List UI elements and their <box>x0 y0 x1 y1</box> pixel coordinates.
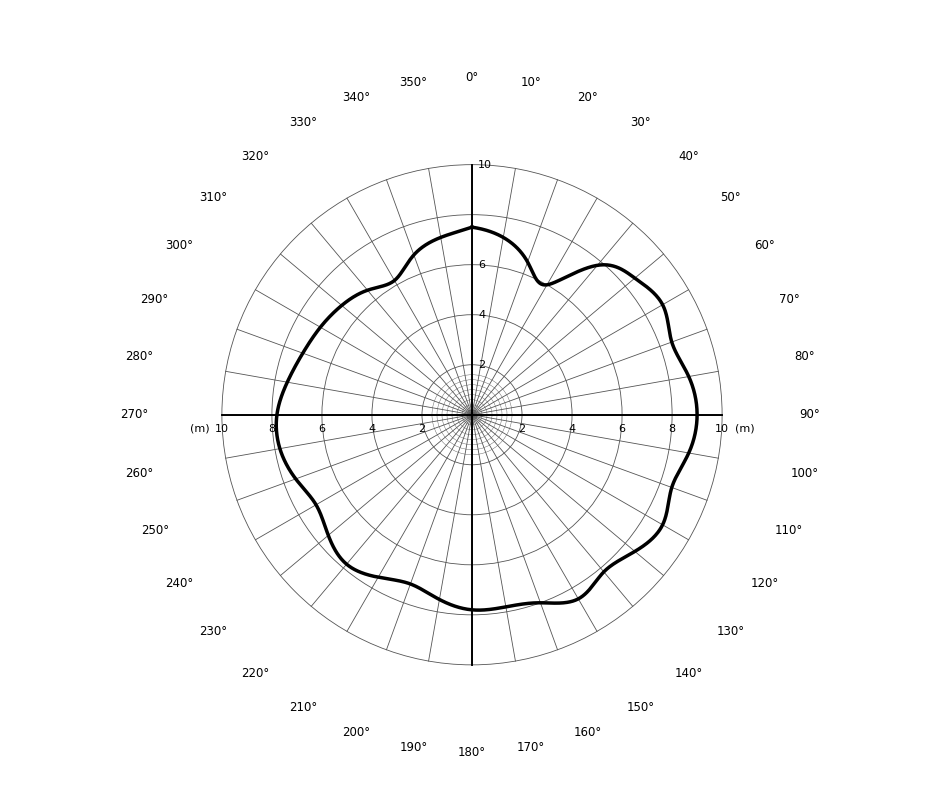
Text: 8: 8 <box>668 424 676 433</box>
Text: 10: 10 <box>479 160 492 169</box>
Text: 80°: 80° <box>794 349 815 363</box>
Text: 4: 4 <box>568 424 576 433</box>
Text: 300°: 300° <box>165 239 194 253</box>
Text: (m): (m) <box>734 424 754 433</box>
Text: 4: 4 <box>479 310 485 320</box>
Text: 120°: 120° <box>750 577 779 590</box>
Text: 10°: 10° <box>520 76 541 89</box>
Text: 170°: 170° <box>516 741 545 754</box>
Text: 6: 6 <box>618 424 626 433</box>
Text: 210°: 210° <box>289 701 317 714</box>
Text: 140°: 140° <box>675 667 703 680</box>
Text: 8: 8 <box>268 424 276 433</box>
Text: 4: 4 <box>368 424 376 433</box>
Text: 50°: 50° <box>720 191 741 204</box>
Text: 2: 2 <box>479 360 485 370</box>
Text: 350°: 350° <box>399 76 428 89</box>
Text: 110°: 110° <box>775 524 803 537</box>
Text: 100°: 100° <box>790 467 818 480</box>
Text: (m): (m) <box>190 424 210 433</box>
Text: 310°: 310° <box>199 191 228 204</box>
Text: 180°: 180° <box>458 746 486 759</box>
Text: 10: 10 <box>215 424 228 433</box>
Text: 280°: 280° <box>126 349 154 363</box>
Text: 260°: 260° <box>126 467 154 480</box>
Text: 240°: 240° <box>165 577 194 590</box>
Text: 290°: 290° <box>141 293 169 306</box>
Text: 30°: 30° <box>631 116 651 129</box>
Text: 160°: 160° <box>573 725 601 738</box>
Text: 330°: 330° <box>289 116 317 129</box>
Text: 320°: 320° <box>241 150 269 162</box>
Text: 250°: 250° <box>141 524 169 537</box>
Text: 20°: 20° <box>577 91 598 104</box>
Text: 2: 2 <box>418 424 426 433</box>
Text: 2: 2 <box>518 424 526 433</box>
Text: 270°: 270° <box>120 408 148 421</box>
Text: 200°: 200° <box>343 725 371 738</box>
Text: 190°: 190° <box>399 741 428 754</box>
Text: 90°: 90° <box>800 408 820 421</box>
Text: 0°: 0° <box>465 70 479 84</box>
Text: 10: 10 <box>716 424 729 433</box>
Text: 150°: 150° <box>627 701 655 714</box>
Text: 220°: 220° <box>241 667 269 680</box>
Text: 230°: 230° <box>199 626 228 638</box>
Text: 40°: 40° <box>679 150 700 162</box>
Text: 70°: 70° <box>779 293 800 306</box>
Text: 6: 6 <box>479 260 485 270</box>
Text: 6: 6 <box>318 424 326 433</box>
Text: 60°: 60° <box>754 239 775 253</box>
Text: 340°: 340° <box>343 91 371 104</box>
Text: 130°: 130° <box>716 626 745 638</box>
